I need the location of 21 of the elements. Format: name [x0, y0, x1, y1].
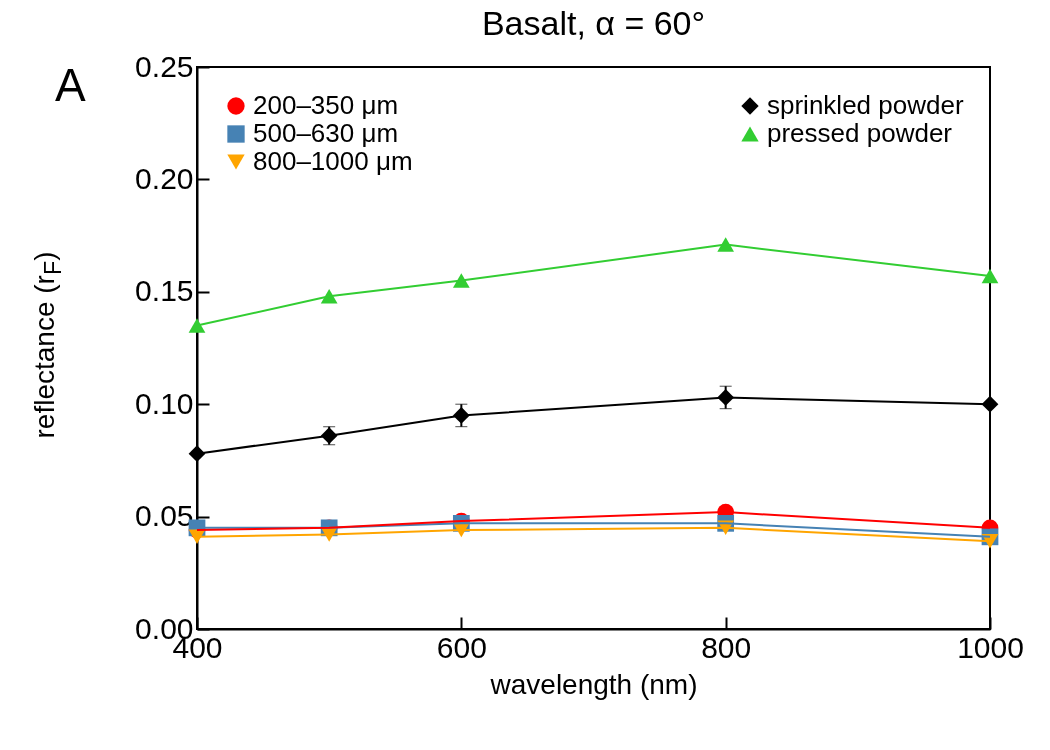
legend-label: 200–350 μm	[253, 90, 399, 120]
chart-title: Basalt, α = 60°	[481, 4, 706, 42]
point	[188, 445, 206, 463]
y-tick-label: 0.10	[135, 386, 194, 420]
text: A	[55, 58, 86, 112]
legend-label: sprinkled powder	[767, 90, 964, 120]
y-tick-label: 0.15	[135, 274, 194, 308]
y-tick-label: 0.25	[135, 49, 194, 83]
legend-label: pressed powder	[767, 118, 953, 148]
x-tick-label: 800	[701, 630, 752, 664]
point	[188, 318, 206, 333]
y-tick-label: 0.20	[135, 161, 194, 195]
legend-label: 500–630 μm	[253, 118, 399, 148]
point	[320, 289, 338, 304]
x-tick-label: 600	[436, 630, 487, 664]
x-tick-label: 1000	[957, 630, 1024, 664]
x-axis-title: wavelength (nm)	[489, 668, 698, 700]
legend-label: 800–1000 μm	[253, 146, 413, 176]
point	[981, 395, 999, 413]
y-tick-label: 0.05	[135, 499, 194, 533]
point	[452, 273, 470, 288]
